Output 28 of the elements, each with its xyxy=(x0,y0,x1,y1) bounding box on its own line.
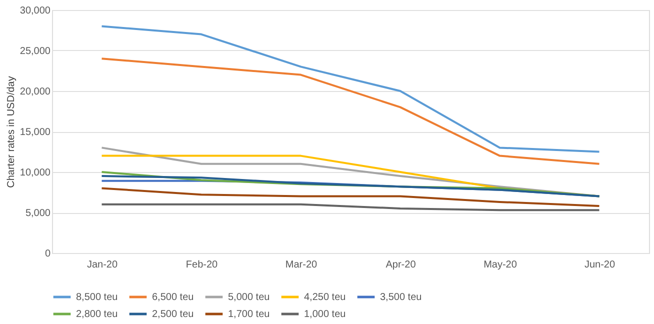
x-tick-label: Feb-20 xyxy=(186,260,218,270)
legend-label: 5,000 teu xyxy=(228,292,270,303)
legend-label: 3,500 teu xyxy=(380,292,422,303)
line-series xyxy=(100,146,600,198)
y-tick-label: 5,000 xyxy=(25,208,51,219)
x-tick-label: May-20 xyxy=(484,260,518,270)
line-series xyxy=(100,25,600,153)
legend-label: 8,500 teu xyxy=(76,292,118,303)
line-series xyxy=(100,58,600,165)
y-tick-label: 10,000 xyxy=(20,168,51,178)
y-tick-label: 20,000 xyxy=(20,86,51,98)
legend-label: 1,700 teu xyxy=(228,309,270,320)
x-tick-label: Mar-20 xyxy=(285,260,318,270)
y-axis-title: Charter rates in USD/day xyxy=(6,76,17,188)
line-series xyxy=(100,175,600,198)
legend-label: 2,800 teu xyxy=(76,309,118,320)
x-tick-label: Jun-20 xyxy=(584,260,616,270)
legend-label: 2,500 teu xyxy=(152,309,194,320)
y-tick-label: 25,000 xyxy=(20,46,51,57)
legend-label: 1,000 teu xyxy=(304,309,346,320)
y-tick-label: 30,000 xyxy=(20,6,51,16)
legend-label: 6,500 teu xyxy=(152,292,194,303)
y-tick-label: 0 xyxy=(44,248,51,260)
y-tick-label: 15,000 xyxy=(20,127,51,138)
line-series xyxy=(100,187,600,208)
x-tick-label: Apr-20 xyxy=(386,260,416,270)
x-tick-label: Jan-20 xyxy=(86,260,118,270)
legend-label: 4,250 teu xyxy=(304,292,346,303)
